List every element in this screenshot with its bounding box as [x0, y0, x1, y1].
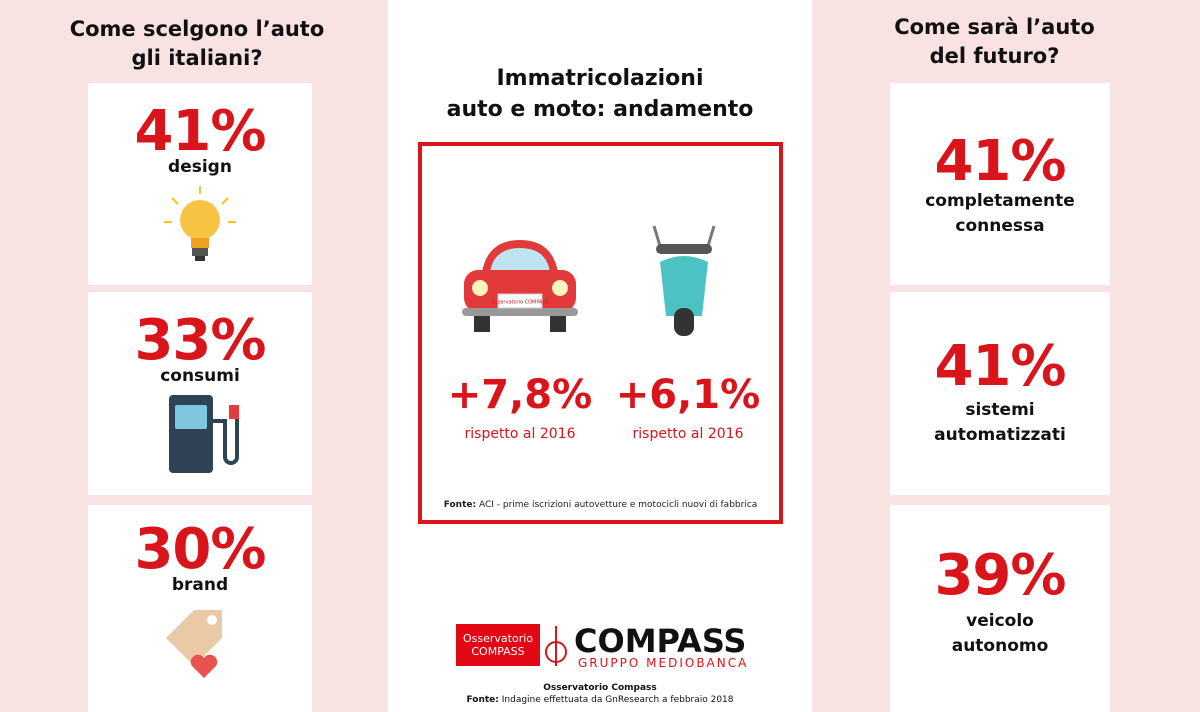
left-title: Come scelgono l’auto gli italiani?: [0, 15, 394, 73]
source: Fonte: ACI - prime iscrizioni autovettur…: [428, 500, 773, 510]
logo-group: GRUPPO MEDIOBANCA: [578, 656, 749, 670]
title-line: auto e moto: andamento: [446, 97, 754, 122]
stat-card: 41% design: [88, 83, 312, 285]
percent: 33%: [134, 308, 266, 373]
title-line: gli italiani?: [131, 46, 263, 70]
percent: 30%: [134, 517, 266, 582]
stat-card: 33% consumi: [88, 292, 312, 495]
car-icon: Osservatorio COMPASS: [462, 240, 578, 332]
footer-title: Osservatorio Compass: [543, 683, 657, 693]
stat-card: 30% brand: [88, 505, 312, 712]
right-title: Come sarà l’auto del futuro?: [812, 13, 1177, 71]
label: sistemi: [965, 400, 1035, 420]
tag-icon: [166, 610, 222, 678]
label: connessa: [955, 216, 1045, 236]
stat-note: rispetto al 2016: [464, 426, 576, 442]
label: brand: [171, 575, 229, 595]
source-text: ACI - prime iscrizioni autovetture e mot…: [478, 500, 758, 510]
label: autonomo: [951, 636, 1049, 656]
scooter-icon: [652, 225, 716, 336]
stat-note: rispetto al 2016: [632, 426, 744, 442]
pump-icon: [169, 395, 239, 473]
logo-emblem: [545, 626, 567, 666]
plate-text: Osservatorio COMPASS: [491, 300, 549, 306]
source-label: Fonte:: [443, 500, 477, 510]
percent: 41%: [934, 334, 1066, 399]
title-line: Come scelgono l’auto: [69, 17, 325, 41]
stat-value: +6,1%: [615, 372, 761, 418]
registrations-box: Osservatorio COMPASS +7,8% rispetto al 2…: [418, 142, 783, 524]
percent: 41%: [134, 99, 266, 164]
stat-value: +7,8%: [447, 372, 593, 418]
label: consumi: [160, 366, 240, 386]
label: automatizzati: [934, 425, 1066, 445]
center-title: Immatricolazioni auto e moto: andamento: [400, 63, 800, 125]
label: design: [168, 157, 232, 177]
percent: 39%: [934, 543, 1066, 608]
logo-name: COMPASS: [574, 622, 747, 660]
stat-card: 41% sistemi automatizzati: [890, 292, 1110, 495]
title-line: Come sarà l’auto: [894, 15, 1095, 39]
stat-card: 39% veicolo autonomo: [890, 505, 1110, 712]
percent: 41%: [934, 129, 1066, 194]
stat-card: 41% completamente connessa: [890, 83, 1110, 285]
label: completamente: [925, 191, 1075, 211]
title-line: del futuro?: [929, 44, 1060, 68]
source-text: Indagine effettuata da GnResearch a febb…: [501, 695, 734, 705]
source-label: Fonte:: [466, 695, 499, 705]
footer-source: Fonte: Indagine effettuata da GnResearch…: [420, 695, 780, 705]
label: veicolo: [966, 611, 1034, 631]
bulb-icon: [164, 186, 236, 261]
title-line: Immatricolazioni: [496, 66, 704, 91]
logo-badge: Osservatorio COMPASS: [456, 624, 540, 666]
